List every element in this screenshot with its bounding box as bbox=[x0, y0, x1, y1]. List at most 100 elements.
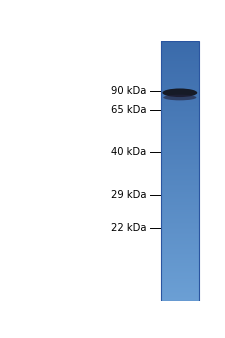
Bar bbox=[161, 62, 199, 64]
Bar bbox=[161, 277, 199, 279]
Bar bbox=[161, 74, 199, 76]
Bar bbox=[161, 119, 199, 121]
Bar bbox=[161, 187, 199, 189]
Bar bbox=[161, 233, 199, 235]
Bar bbox=[161, 196, 199, 198]
Bar bbox=[161, 282, 199, 284]
Bar bbox=[161, 211, 199, 212]
Bar bbox=[161, 73, 199, 74]
Bar bbox=[161, 247, 199, 249]
Bar bbox=[161, 168, 199, 169]
Bar bbox=[161, 82, 199, 83]
Bar bbox=[161, 213, 199, 215]
Bar bbox=[161, 274, 199, 276]
Bar bbox=[161, 174, 199, 176]
Bar bbox=[161, 80, 199, 82]
Bar bbox=[161, 203, 199, 204]
Bar bbox=[161, 223, 199, 225]
Bar bbox=[161, 148, 199, 150]
Bar bbox=[161, 91, 199, 93]
Bar bbox=[161, 109, 199, 111]
Bar bbox=[161, 191, 199, 193]
Bar bbox=[161, 78, 199, 80]
Bar bbox=[161, 217, 199, 219]
Bar bbox=[161, 61, 199, 63]
Bar bbox=[161, 175, 199, 177]
Bar bbox=[161, 230, 199, 232]
Bar bbox=[161, 135, 199, 137]
Bar bbox=[161, 275, 199, 277]
Bar bbox=[161, 204, 199, 206]
Bar bbox=[161, 195, 199, 197]
Bar bbox=[161, 259, 199, 261]
Bar bbox=[161, 110, 199, 112]
Bar bbox=[161, 104, 199, 105]
Bar bbox=[161, 289, 199, 290]
Bar bbox=[161, 231, 199, 233]
Bar bbox=[161, 48, 199, 50]
Bar bbox=[161, 49, 199, 51]
Bar bbox=[161, 56, 199, 57]
Bar bbox=[161, 209, 199, 211]
Bar bbox=[161, 221, 199, 223]
Bar bbox=[161, 128, 199, 130]
Bar bbox=[161, 169, 199, 171]
Bar bbox=[161, 192, 199, 194]
Bar bbox=[161, 118, 199, 120]
Bar bbox=[161, 151, 199, 152]
Bar bbox=[161, 261, 199, 263]
Bar bbox=[161, 248, 199, 250]
Bar bbox=[161, 144, 199, 146]
Bar bbox=[161, 170, 199, 172]
Bar bbox=[161, 122, 199, 124]
Bar bbox=[161, 243, 199, 245]
Bar bbox=[161, 41, 199, 43]
Bar bbox=[161, 108, 199, 110]
Bar bbox=[161, 208, 199, 210]
Bar bbox=[161, 201, 199, 203]
Bar bbox=[161, 142, 199, 143]
Bar bbox=[161, 254, 199, 255]
Bar bbox=[161, 200, 199, 202]
Bar bbox=[161, 65, 199, 67]
Bar bbox=[161, 239, 199, 241]
Bar bbox=[161, 246, 199, 247]
Bar bbox=[161, 263, 199, 264]
Bar bbox=[161, 159, 199, 160]
Bar bbox=[161, 237, 199, 238]
Bar bbox=[161, 227, 199, 229]
Bar bbox=[161, 182, 199, 184]
Bar bbox=[161, 186, 199, 188]
Bar bbox=[161, 76, 199, 78]
Bar bbox=[161, 220, 199, 221]
Bar bbox=[161, 160, 199, 162]
Bar bbox=[161, 136, 199, 138]
Bar bbox=[161, 100, 199, 102]
Bar bbox=[161, 93, 199, 95]
Text: 29 kDa: 29 kDa bbox=[111, 190, 147, 200]
Bar bbox=[161, 285, 199, 287]
Bar bbox=[161, 95, 199, 97]
Bar bbox=[161, 152, 199, 154]
Bar bbox=[161, 171, 199, 173]
Bar bbox=[161, 156, 199, 158]
Bar bbox=[161, 272, 199, 273]
Bar bbox=[161, 291, 199, 293]
Bar bbox=[161, 116, 199, 117]
Bar bbox=[161, 125, 199, 126]
Bar bbox=[161, 44, 199, 46]
Bar bbox=[161, 240, 199, 242]
Bar bbox=[161, 131, 199, 133]
Bar bbox=[161, 226, 199, 228]
Bar bbox=[161, 207, 199, 209]
Bar bbox=[161, 225, 199, 227]
Bar bbox=[161, 113, 199, 115]
Bar bbox=[161, 214, 199, 216]
Text: 22 kDa: 22 kDa bbox=[111, 223, 147, 233]
Bar bbox=[161, 105, 199, 107]
Bar bbox=[161, 257, 199, 259]
Bar bbox=[161, 47, 199, 48]
Bar bbox=[161, 57, 199, 59]
Bar bbox=[161, 123, 199, 125]
Bar bbox=[161, 79, 199, 81]
